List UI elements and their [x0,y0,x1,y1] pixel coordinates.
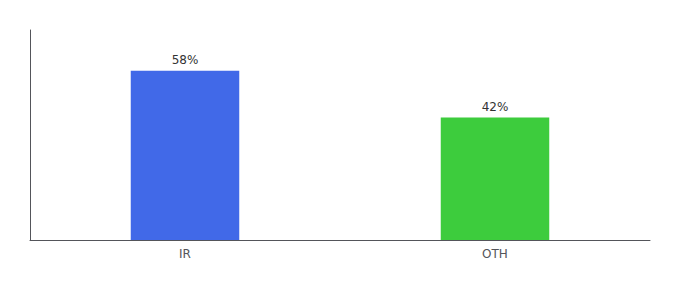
svg-text:42%: 42% [482,100,509,114]
svg-text:58%: 58% [172,53,199,67]
svg-text:OTH: OTH [482,247,508,261]
svg-text:IR: IR [179,247,191,261]
